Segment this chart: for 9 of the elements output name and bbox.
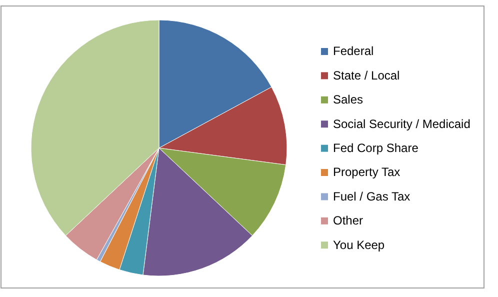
- legend-label: Social Security / Medicaid: [333, 116, 470, 131]
- legend-label: State / Local: [333, 68, 400, 82]
- legend-label: Sales: [333, 92, 364, 107]
- legend-label: Fed Corp Share: [333, 140, 419, 155]
- legend-label: Other: [333, 214, 364, 228]
- legend-label: Fuel / Gas Tax: [333, 189, 410, 204]
- legend-label: You Keep: [333, 238, 385, 252]
- legend-label: Federal: [333, 44, 374, 58]
- legend-label: Property Tax: [333, 165, 400, 180]
